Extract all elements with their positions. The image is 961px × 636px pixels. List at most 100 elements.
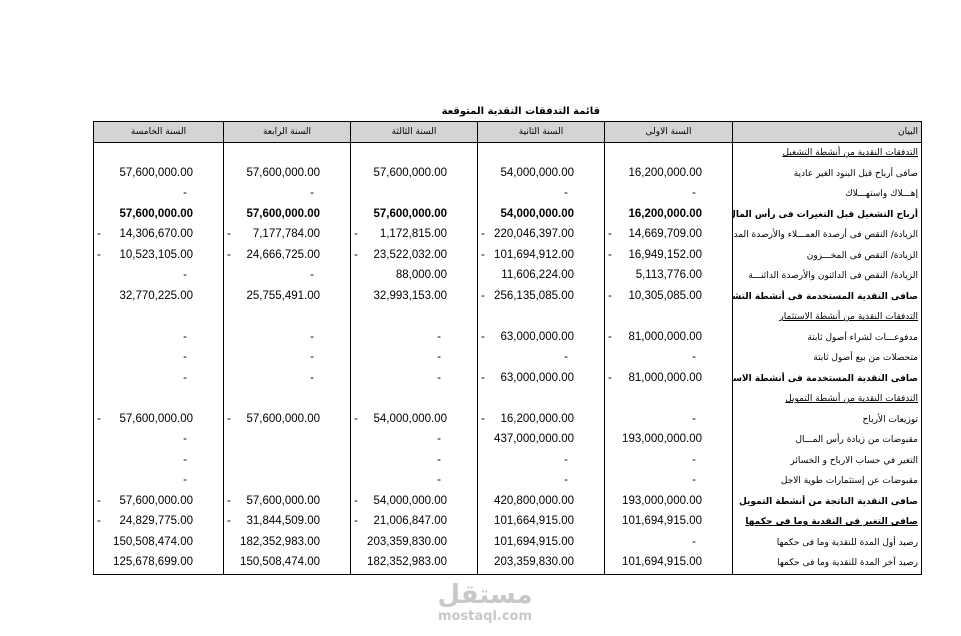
value-text: 81,000,000.00 [628, 371, 702, 384]
value-text: - [564, 474, 568, 486]
value-text: 101,694,915.00 [494, 535, 574, 548]
value-cell-year-5 [93, 142, 224, 164]
table-row: رصيد آخر المدة للنقدية وما فى حكمها 101,6… [93, 553, 922, 575]
value-cell-year-4: 150,508,474.00 [223, 553, 351, 575]
row-label: متحصلات من بيع أصول ثابتة [732, 348, 922, 369]
value-text: 203,359,830.00 [494, 556, 574, 568]
value-text: - [437, 474, 441, 486]
negative-sign: - [608, 248, 612, 261]
value-text: 57,600,000.00 [119, 494, 193, 507]
header-year-3: السنة الثالثة [350, 121, 478, 143]
value-text: 57,600,000.00 [246, 494, 320, 507]
value-cell-year-2 [477, 389, 605, 410]
value-text: - [310, 371, 314, 384]
value-text: - [437, 453, 441, 466]
row-label: التدفقات النقدية من أنشطة التشغيل [732, 142, 922, 164]
value-text: 203,359,830.00 [367, 535, 447, 548]
value-text: 16,200,000.00 [500, 412, 574, 425]
value-cell-year-4 [223, 430, 351, 451]
row-label: أرباح التشغيل قبل التغيرات فى رأس المال … [732, 204, 922, 225]
value-cell-year-1: 16,200,000.00 [604, 163, 733, 184]
value-text: 57,600,000.00 [119, 166, 193, 179]
row-label: رصيد آخر المدة للنقدية وما فى حكمها [732, 553, 922, 575]
value-cell-year-3 [350, 389, 478, 410]
value-text: - [183, 474, 187, 486]
value-cell-year-4: - [223, 368, 351, 389]
value-text: 24,829,775.00 [119, 515, 193, 527]
value-text: 1,172,815.00 [379, 228, 447, 240]
value-cell-year-4: - 57,600,000.00 [223, 409, 351, 430]
value-text: 10,305,085.00 [628, 289, 702, 302]
value-cell-year-2: - 63,000,000.00 [477, 368, 605, 389]
value-cell-year-3: 182,352,983.00 [350, 553, 478, 575]
row-label-text: رصيد آخر المدة للنقدية وما فى حكمها [777, 558, 918, 569]
value-cell-year-4: - [223, 266, 351, 287]
value-text: 14,306,670.00 [119, 228, 193, 240]
negative-sign: - [354, 494, 358, 507]
value-text: 25,755,491.00 [246, 289, 320, 302]
value-text: - [437, 433, 441, 445]
value-cell-year-3: - [350, 368, 478, 389]
value-text: 101,664,915.00 [494, 515, 574, 527]
row-label-text: صافى التغير فى النقدية وما فى حكمها [745, 517, 918, 528]
value-cell-year-2: -220,046,397.00 [477, 225, 605, 246]
value-text: 193,000,000.00 [622, 494, 702, 507]
value-text: - [183, 187, 187, 199]
value-cell-year-4 [223, 471, 351, 492]
table-row: التدفقات النقدية من أنشطة التشغيل [93, 142, 922, 164]
value-text: 57,600,000.00 [373, 166, 447, 179]
value-cell-year-5: - 57,600,000.00 [93, 409, 224, 430]
value-cell-year-1: - 81,000,000.00 [604, 368, 733, 389]
negative-sign: - [97, 248, 101, 261]
value-text: 150,508,474.00 [240, 556, 320, 568]
value-text: 63,000,000.00 [500, 330, 574, 343]
table-row: الزيادة/ النقص فى الدائنون والأرصدة الدا… [93, 266, 922, 287]
table-row: التغير في حساب الارباح و الخسائر - - - - [93, 450, 922, 471]
header-year-2: السنة الثانية [477, 121, 605, 143]
value-text: - [564, 351, 568, 363]
value-cell-year-4: 57,600,000.00 [223, 204, 351, 225]
value-cell-year-4: - [223, 184, 351, 205]
negative-sign: - [97, 515, 101, 527]
value-text: - [183, 269, 187, 281]
row-label-text: التدفقات النقدية من أنشطة التشغيل [782, 148, 918, 159]
row-label-text: الزيادة/ النقص فى أرصدة العمـــلاء والأر… [732, 230, 919, 241]
value-cell-year-5: - 10,523,105.00 [93, 245, 224, 266]
value-cell-year-3: 203,359,830.00 [350, 532, 478, 553]
watermark-logo: مستقل mostaql.com [415, 580, 555, 624]
value-text: - [437, 371, 441, 384]
row-label: مدفوعـــات لشراء أصول ثابتة [732, 327, 922, 348]
value-cell-year-5: 125,678,699.00 [93, 553, 224, 575]
value-cell-year-2: - [477, 348, 605, 369]
negative-sign: - [608, 228, 612, 240]
row-label-text: صافى النقدية المستخدمة فى أنشطة الاستثما… [733, 373, 919, 384]
value-cell-year-3: - [350, 450, 478, 471]
value-cell-year-2: - [477, 471, 605, 492]
negative-sign: - [481, 412, 485, 425]
value-text: 10,523,105.00 [119, 248, 193, 261]
row-label-text: مدفوعـــات لشراء أصول ثابتة [807, 332, 918, 343]
row-label-text: إهـــلاك واستهـــلاك [845, 189, 918, 200]
value-cell-year-4 [223, 307, 351, 328]
value-cell-year-4 [223, 450, 351, 471]
row-label-text: متحصلات من بيع أصول ثابتة [813, 353, 918, 364]
value-text: 32,770,225.00 [119, 289, 193, 302]
table-row: إهـــلاك واستهـــلاك - - - - [93, 184, 922, 205]
value-text: 182,352,983.00 [367, 556, 447, 568]
row-label: التدفقات النقدية من أنشطة الاستثمار [732, 307, 922, 328]
row-label: صافى النقدية المستخدمة فى أنشطة التشغيل [732, 286, 922, 307]
value-text: 101,694,912.00 [494, 248, 574, 261]
value-cell-year-1 [604, 142, 733, 164]
value-text: - [692, 535, 696, 548]
row-label-text: صافى النقدية المستخدمة فى أنشطة التشغيل [732, 291, 919, 302]
value-text: 16,200,000.00 [628, 207, 702, 220]
value-cell-year-4: - 24,666,725.00 [223, 245, 351, 266]
row-label-text: الزيادة/ النقص فى الدائنون والأرصدة الدا… [748, 271, 918, 282]
value-cell-year-5: - [93, 450, 224, 471]
row-label-text: أرباح التشغيل قبل التغيرات فى رأس المال … [734, 209, 919, 220]
negative-sign: - [354, 515, 358, 527]
value-cell-year-5: - [93, 184, 224, 205]
table-row: الزيادة/ النقص فى أرصدة العمـــلاء والأر… [93, 225, 922, 246]
row-label-text: التغير في حساب الارباح و الخسائر [790, 455, 918, 466]
value-text: - [310, 351, 314, 363]
